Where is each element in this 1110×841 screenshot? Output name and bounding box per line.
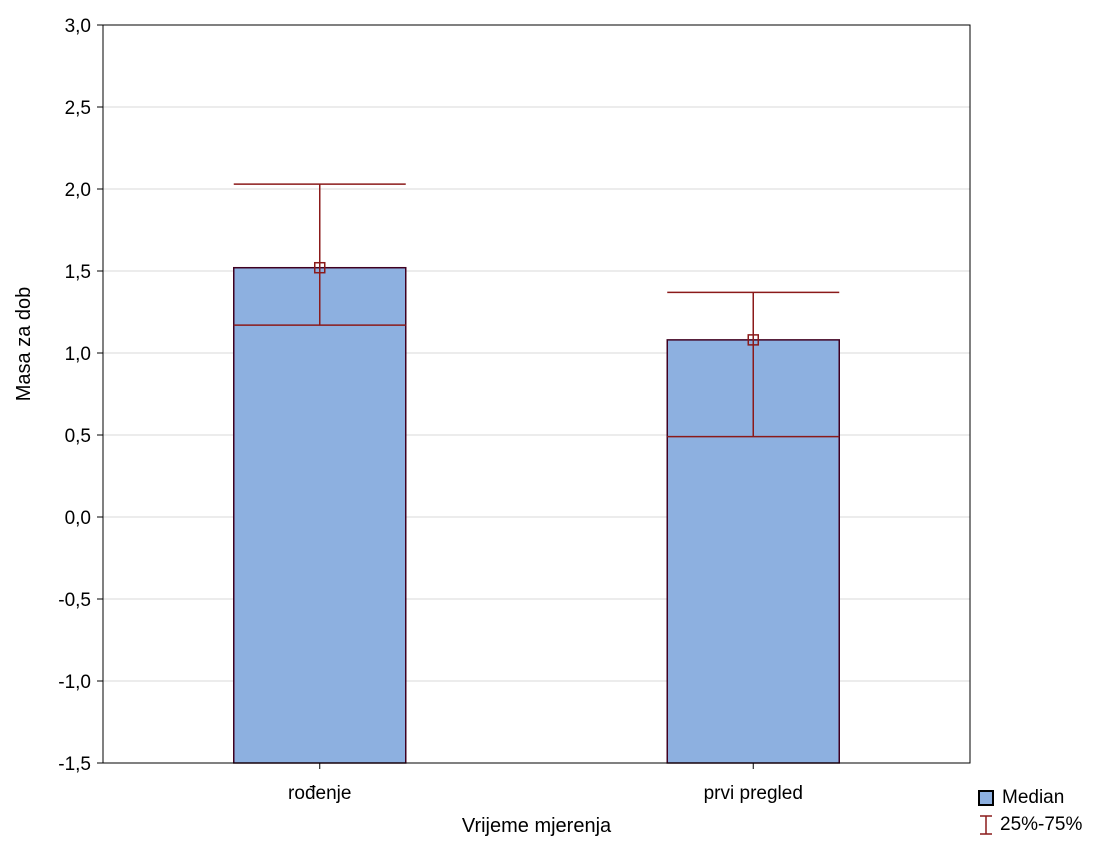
legend-iqr-icon (978, 814, 994, 836)
y-axis-title: Masa za dob (13, 287, 35, 402)
legend: Median 25%-75% (978, 784, 1082, 838)
y-tick-label: -1,0 (58, 672, 91, 693)
x-axis-title: Vrijeme mjerenja (462, 815, 612, 837)
plot-frame (102, 24, 971, 764)
legend-item-median: Median (978, 784, 1082, 811)
legend-item-iqr: 25%-75% (978, 811, 1082, 838)
median-marker (747, 334, 759, 346)
median-marker (314, 261, 326, 274)
y-tick-label: 3,0 (65, 16, 91, 37)
y-tick-label: 1,5 (65, 262, 91, 283)
y-tick-label: 0,5 (65, 426, 91, 447)
x-tick-label: rođenje (288, 783, 351, 804)
y-tick-label: 2,0 (65, 180, 91, 201)
x-tick-label: prvi pregled (704, 783, 803, 804)
y-tick-label: -0,5 (58, 590, 91, 611)
legend-iqr-label: 25%-75% (1000, 813, 1083, 835)
y-tick-label: 0,0 (65, 508, 91, 529)
y-tick-label: 2,5 (65, 98, 91, 119)
y-tick-label: -1,5 (58, 754, 91, 775)
legend-median-swatch (978, 789, 994, 806)
legend-median-label: Median (1002, 786, 1065, 808)
y-tick-label: 1,0 (65, 344, 91, 365)
bar (233, 266, 407, 764)
